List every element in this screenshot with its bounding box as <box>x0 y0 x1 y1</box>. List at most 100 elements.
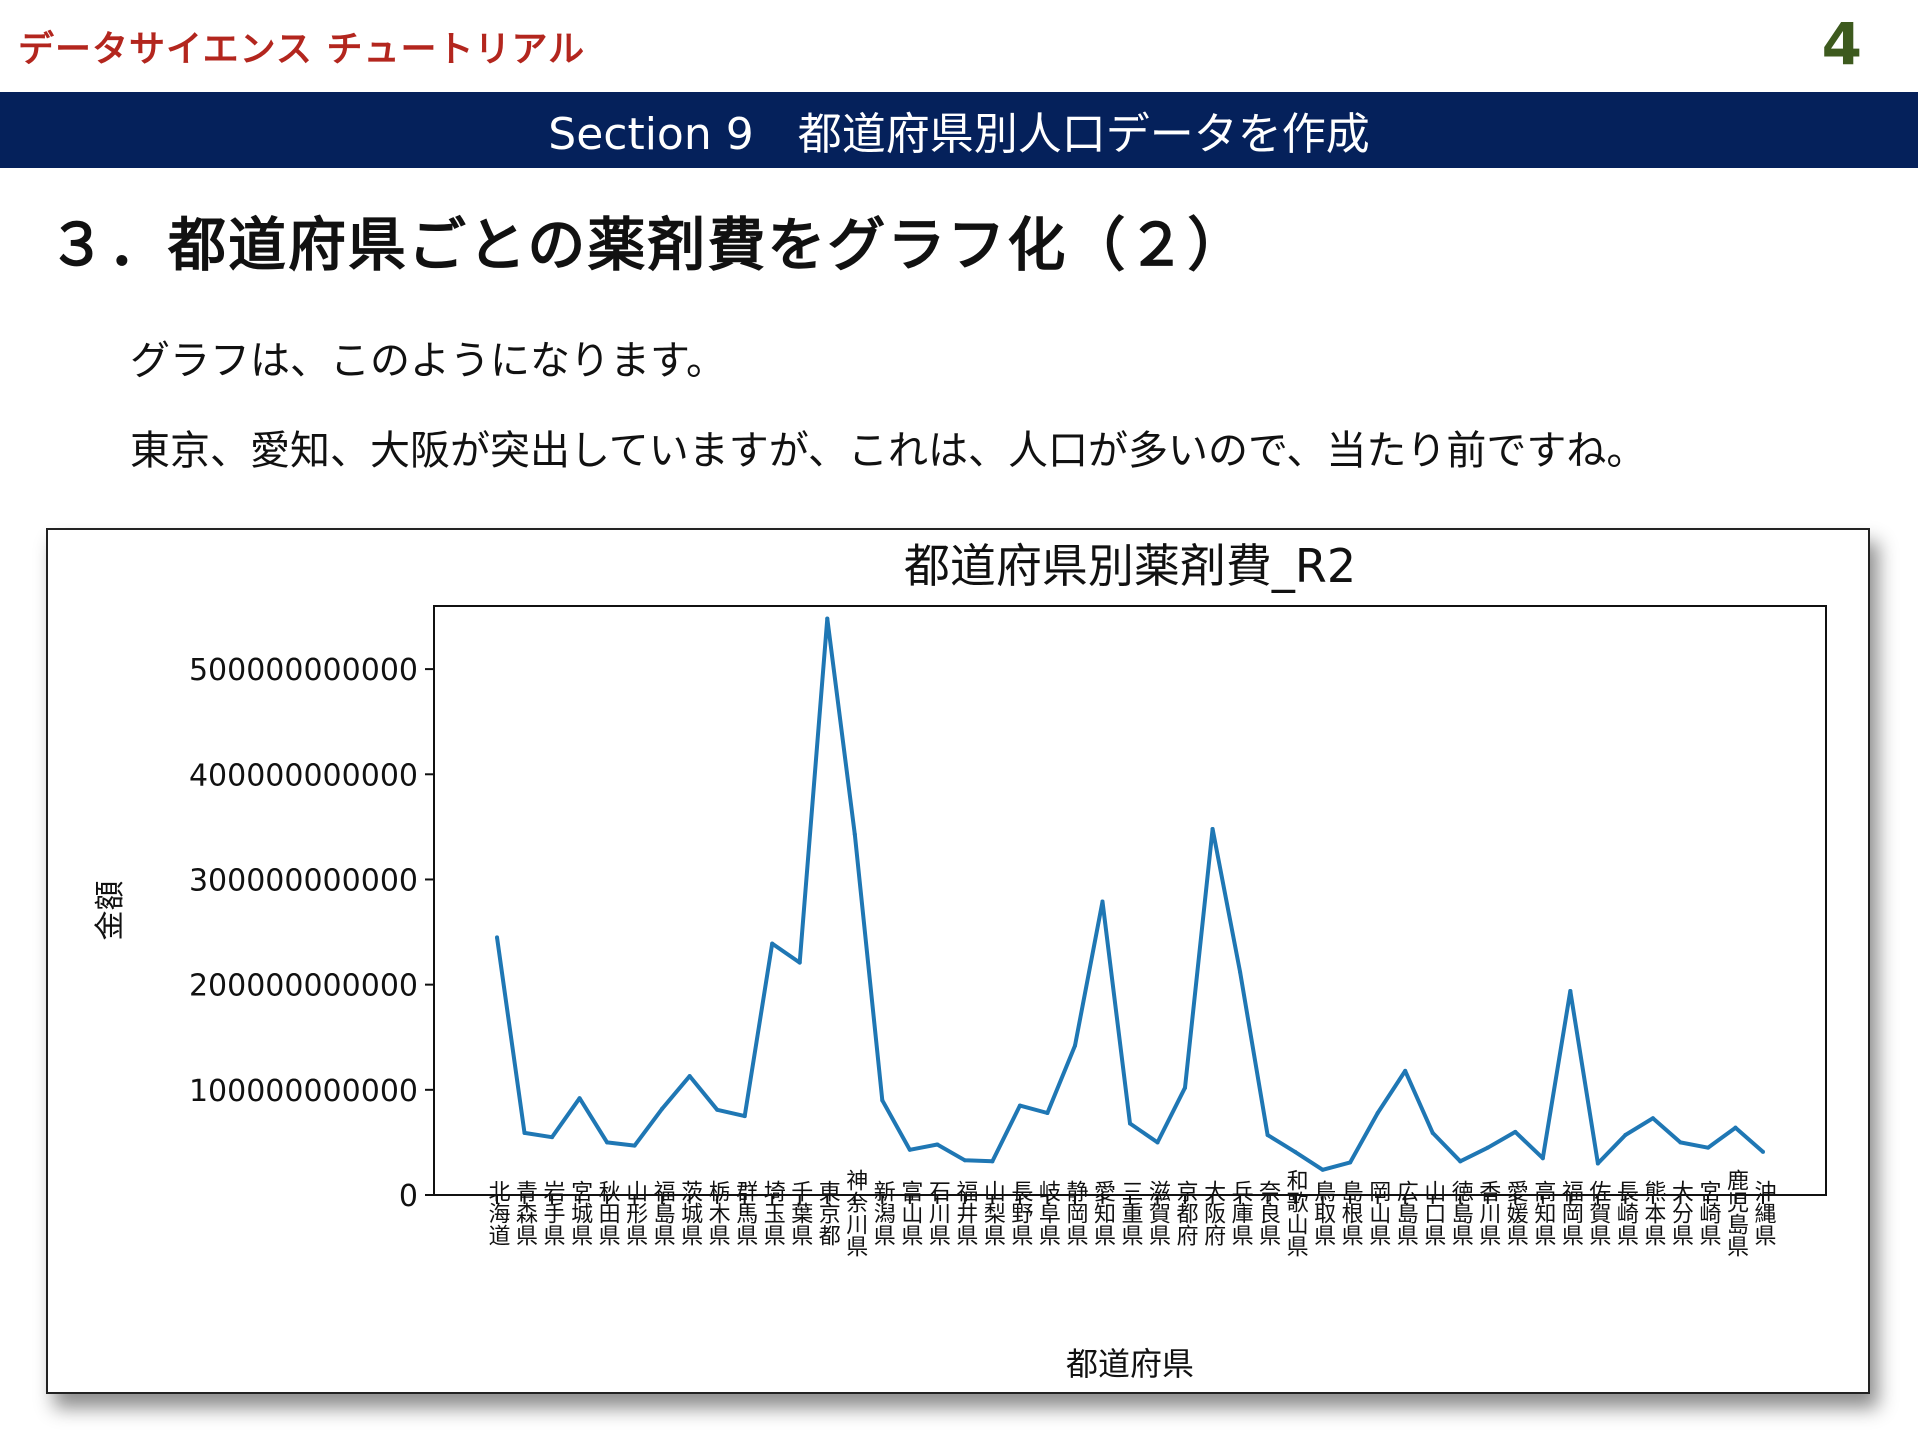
data-point <box>1210 826 1215 831</box>
data-point <box>1513 1129 1518 1134</box>
x-tick-label: 愛媛県 <box>1503 1180 1529 1246</box>
x-tick-label: 鹿児島県 <box>1723 1169 1749 1257</box>
data-point <box>1761 1149 1765 1154</box>
x-tick-label: 沖縄県 <box>1751 1180 1777 1246</box>
y-axis-label: 金額 <box>93 881 128 941</box>
x-tick-label: 山形県 <box>622 1180 648 1246</box>
data-point <box>1348 1160 1353 1165</box>
data-point <box>577 1096 582 1101</box>
data-point <box>742 1114 747 1119</box>
x-tick-label: 神奈川県 <box>842 1169 868 1257</box>
x-tick-label: 石川県 <box>925 1180 951 1246</box>
x-tick-label: 広島県 <box>1393 1180 1419 1246</box>
x-tick-label: 新潟県 <box>870 1180 896 1246</box>
data-point <box>1320 1167 1325 1172</box>
x-tick-label: 栃木県 <box>705 1180 731 1246</box>
plot-area-border <box>433 605 1827 1196</box>
x-tick-label: 山梨県 <box>980 1180 1006 1246</box>
x-tick-label: 熊本県 <box>1640 1180 1666 1246</box>
data-point <box>1072 1043 1077 1048</box>
x-tick-label: 長野県 <box>1007 1180 1033 1246</box>
data-point <box>1650 1116 1655 1121</box>
x-tick-label: 富山県 <box>897 1180 923 1246</box>
paragraph-intro: グラフは、このようになります。 <box>130 338 726 384</box>
data-point <box>1705 1145 1710 1150</box>
data-point <box>715 1107 720 1112</box>
line-chart: 都道府県別薬剤費_R2 0 100000000000 200000000000 3000… <box>93 539 1827 1383</box>
data-point <box>660 1106 665 1111</box>
data-point <box>1128 1121 1132 1126</box>
data-point <box>1183 1085 1188 1090</box>
x-tick-label: 高知県 <box>1530 1180 1556 1246</box>
x-tick-label: 岐阜県 <box>1035 1180 1061 1246</box>
y-tick-label: 0 <box>399 1179 418 1214</box>
x-tick-label: 大阪府 <box>1200 1180 1226 1246</box>
x-tick-label: 福島県 <box>650 1180 676 1246</box>
data-point <box>852 832 857 837</box>
y-tick-label: 400000000000 <box>189 758 418 793</box>
data-point <box>1155 1140 1160 1145</box>
x-tick-label: 京都府 <box>1173 1180 1199 1246</box>
paragraph-observation: 東京、愛知、大阪が突出していますが、これは、人口が多いので、当たり前ですね。 <box>130 428 1647 474</box>
section-banner: Section 9 都道府県別人口データを作成 <box>0 92 1918 168</box>
x-tick-label: 福井県 <box>952 1180 978 1246</box>
x-tick-label: 岩手県 <box>540 1180 566 1246</box>
data-point <box>907 1147 912 1152</box>
data-point <box>1678 1140 1683 1145</box>
data-point <box>1485 1145 1490 1150</box>
data-point <box>1540 1156 1545 1161</box>
section-title: Section 9 都道府県別人口データを作成 <box>548 109 1370 160</box>
x-tick-label: 千葉県 <box>787 1180 813 1246</box>
x-tick-label: 和歌山県 <box>1283 1169 1309 1257</box>
x-tick-label: 鳥取県 <box>1310 1180 1336 1246</box>
chart-frame: 都道府県別薬剤費_R2 0 100000000000 200000000000 3000… <box>46 528 1870 1394</box>
data-point <box>797 960 802 965</box>
y-tick-label: 300000000000 <box>189 863 418 898</box>
x-tick-label: 埼玉県 <box>760 1180 786 1246</box>
chart-title: 都道府県別薬剤費_R2 <box>904 539 1356 593</box>
data-point <box>770 941 775 946</box>
data-point <box>935 1142 940 1147</box>
data-point <box>1293 1149 1298 1154</box>
data-point <box>1623 1133 1628 1138</box>
x-tick-label: 島根県 <box>1338 1180 1364 1246</box>
x-tick-label: 愛知県 <box>1090 1180 1116 1246</box>
x-tick-label: 茨城県 <box>677 1180 703 1246</box>
data-point <box>1568 988 1573 993</box>
data-point <box>1458 1159 1463 1164</box>
data-point <box>1430 1130 1435 1135</box>
x-tick-label: 三重県 <box>1118 1180 1144 1246</box>
x-tick-label: 岡山県 <box>1365 1180 1391 1246</box>
data-point <box>632 1143 637 1148</box>
y-tick-label: 100000000000 <box>189 1074 418 1109</box>
data-point <box>1045 1110 1050 1115</box>
data-point <box>687 1074 692 1079</box>
data-point <box>495 935 499 940</box>
x-tick-label: 長崎県 <box>1613 1180 1639 1246</box>
data-point <box>990 1159 995 1164</box>
x-tick-label: 静岡県 <box>1062 1180 1088 1246</box>
x-tick-label: 福岡県 <box>1558 1180 1584 1246</box>
x-tick-label: 青森県 <box>512 1180 538 1246</box>
x-tick-label: 徳島県 <box>1448 1180 1474 1246</box>
data-point <box>1265 1133 1270 1138</box>
x-tick-label: 東京都 <box>815 1180 841 1246</box>
y-tick-label: 500000000000 <box>189 653 418 688</box>
x-tick-label: 香川県 <box>1475 1180 1501 1246</box>
data-point <box>550 1135 555 1140</box>
data-point <box>1017 1103 1022 1108</box>
data-point <box>1375 1110 1380 1115</box>
data-point <box>605 1140 610 1145</box>
data-point <box>880 1098 885 1103</box>
x-axis-label: 都道府県 <box>1066 1345 1194 1383</box>
series-line <box>495 616 1765 1172</box>
data-point <box>1595 1161 1600 1166</box>
data-point <box>825 616 830 621</box>
y-tick-label: 200000000000 <box>189 969 418 1004</box>
x-tick-label: 大分県 <box>1668 1180 1694 1246</box>
x-tick-label: 兵庫県 <box>1228 1180 1254 1246</box>
x-tick-label: 宮城県 <box>567 1180 593 1246</box>
data-point <box>1238 970 1243 975</box>
x-tick-label: 北海道 <box>485 1180 511 1246</box>
data-point <box>1733 1125 1738 1130</box>
